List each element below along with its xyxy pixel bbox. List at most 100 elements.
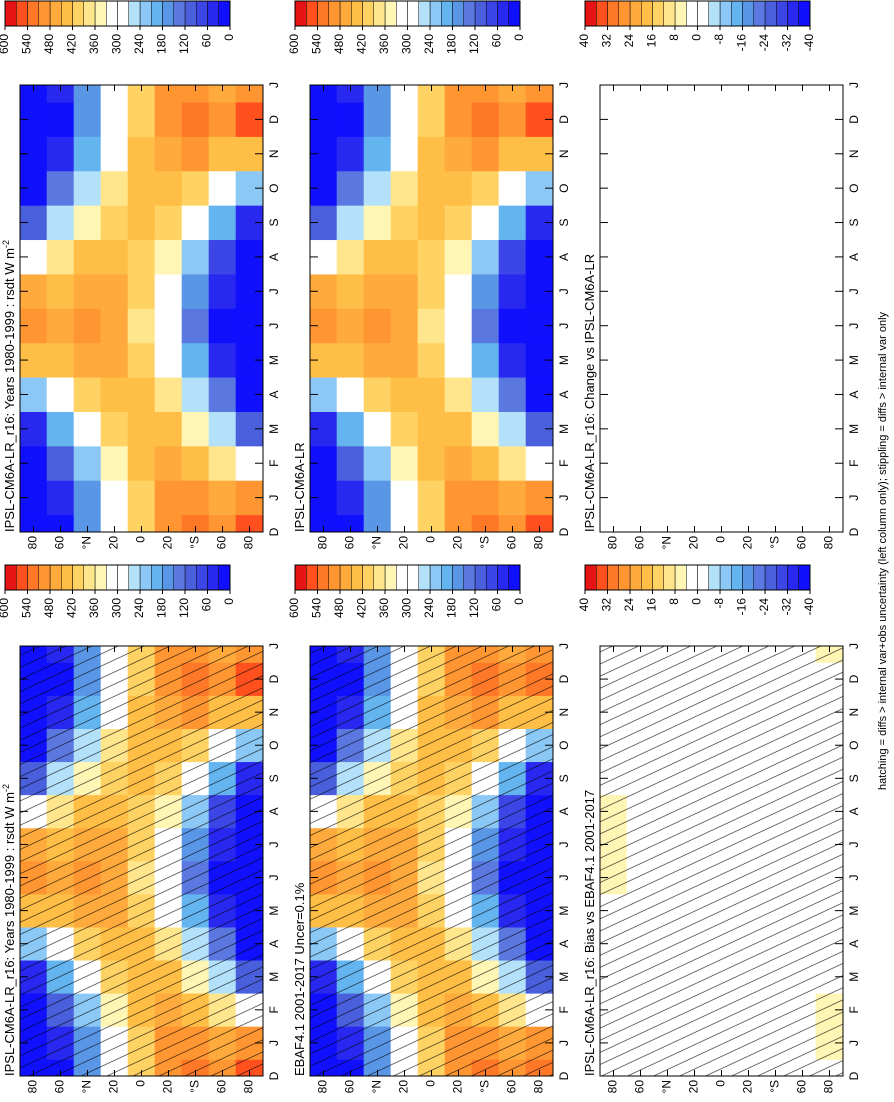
x-tick-label: J bbox=[557, 643, 571, 649]
field-cell bbox=[498, 136, 527, 172]
field-cell bbox=[127, 170, 156, 206]
x-tick-label: A bbox=[847, 253, 861, 261]
colorbar-box bbox=[742, 0, 754, 27]
colorbar-box bbox=[441, 0, 453, 27]
colorbar-box bbox=[607, 564, 619, 591]
colorbar-box bbox=[584, 564, 597, 591]
colorbar-box bbox=[38, 0, 51, 27]
field-cell bbox=[444, 411, 473, 447]
y-tick-label: 20 bbox=[161, 536, 175, 550]
y-tick-label: °S bbox=[768, 536, 782, 549]
colorbar-box bbox=[686, 564, 698, 591]
colorbar-box bbox=[117, 0, 129, 27]
x-tick-label: J bbox=[267, 288, 281, 294]
field-cell bbox=[390, 411, 419, 447]
field-cell bbox=[471, 136, 500, 172]
x-tick-label: S bbox=[557, 774, 571, 782]
field-cell bbox=[471, 170, 500, 206]
colorbar-box bbox=[429, 0, 442, 27]
x-tick-label: J bbox=[847, 288, 861, 294]
colorbar-box bbox=[139, 564, 152, 591]
x-tick-label: D bbox=[267, 674, 281, 683]
colorbar-box bbox=[207, 564, 219, 591]
y-tick-label: °S bbox=[768, 1080, 782, 1093]
field-cell bbox=[471, 411, 500, 447]
x-tick-label: J bbox=[847, 82, 861, 88]
field-cell bbox=[73, 136, 102, 172]
field-cell bbox=[417, 411, 446, 447]
x-tick-label: D bbox=[267, 527, 281, 536]
field-cell bbox=[363, 376, 392, 412]
x-tick-label: M bbox=[267, 906, 281, 916]
colorbar-box bbox=[474, 564, 487, 591]
y-tick-label: 80 bbox=[822, 1080, 836, 1094]
x-tick-label: F bbox=[557, 1006, 571, 1013]
y-tick-label: 60 bbox=[795, 1080, 809, 1094]
y-tick-label: °N bbox=[80, 536, 94, 549]
colorbar-box bbox=[306, 0, 318, 27]
x-tick-label: F bbox=[847, 460, 861, 467]
field-cell bbox=[336, 480, 365, 516]
field-cell bbox=[417, 136, 446, 172]
colorbar-box bbox=[49, 564, 62, 591]
y-tick-label: 80 bbox=[26, 1080, 40, 1094]
y-tick-label: 0 bbox=[424, 1080, 438, 1087]
colorbar-box bbox=[652, 0, 664, 27]
colorbar-box bbox=[339, 0, 352, 27]
field-cell bbox=[100, 342, 129, 378]
title-superscript: -2 bbox=[1, 784, 11, 792]
colorbar-box bbox=[697, 564, 709, 591]
x-tick-label: J bbox=[557, 1040, 571, 1046]
colorbar-box bbox=[584, 0, 597, 27]
colorbar-box bbox=[339, 564, 352, 591]
x-tick-label: D bbox=[557, 115, 571, 124]
field-cell bbox=[498, 273, 527, 309]
x-tick-label: J bbox=[267, 841, 281, 847]
x-tick-label: N bbox=[267, 149, 281, 158]
field-cell bbox=[73, 101, 102, 137]
colorbar-box bbox=[218, 0, 231, 27]
colorbar-box bbox=[16, 0, 28, 27]
field-cell bbox=[208, 480, 237, 516]
x-tick-label: D bbox=[847, 115, 861, 124]
field-cell bbox=[336, 239, 365, 275]
colorbar-label: 180 bbox=[155, 34, 169, 54]
colorbar-box bbox=[674, 0, 687, 27]
field-cell bbox=[390, 376, 419, 412]
y-tick-label: 60 bbox=[795, 536, 809, 550]
x-tick-label: M bbox=[847, 424, 861, 434]
field-cell bbox=[363, 136, 392, 172]
colorbar-box bbox=[652, 564, 664, 591]
field-cell bbox=[363, 445, 392, 481]
x-tick-label: M bbox=[267, 355, 281, 365]
title-text: IPSL-CM6A-LR_r16: Years 1980-1999 : rsdt… bbox=[2, 248, 17, 532]
x-tick-label: J bbox=[847, 643, 861, 649]
x-tick-label: M bbox=[557, 355, 571, 365]
colorbar-box bbox=[16, 564, 28, 591]
colorbar-label: 32 bbox=[600, 598, 614, 612]
colorbar-label: 60 bbox=[200, 34, 214, 48]
colorbar-box bbox=[184, 564, 197, 591]
x-tick-label: M bbox=[267, 972, 281, 982]
panel-title: EBAF4.1 2001-2017 Uncer=0.1% bbox=[292, 882, 307, 1076]
y-tick-label: 60 bbox=[215, 1080, 229, 1094]
field-cell bbox=[73, 342, 102, 378]
colorbar-box bbox=[27, 564, 39, 591]
x-tick-label: S bbox=[847, 219, 861, 227]
colorbar-box bbox=[607, 0, 619, 27]
x-tick-label: O bbox=[847, 741, 861, 750]
colorbar-label: 300 bbox=[400, 34, 414, 54]
colorbar-box bbox=[72, 0, 84, 27]
hatching bbox=[310, 646, 553, 1076]
colorbar-box bbox=[38, 564, 51, 591]
field-cell bbox=[336, 170, 365, 206]
field-cell bbox=[154, 445, 183, 481]
y-tick-label: 20 bbox=[451, 536, 465, 550]
field-cell bbox=[127, 308, 156, 344]
colorbar-box bbox=[731, 0, 743, 27]
colorbar-label: 600 bbox=[0, 34, 11, 54]
y-tick-label: 80 bbox=[242, 536, 256, 550]
colorbar-box bbox=[798, 0, 811, 27]
title-text: IPSL-CM6A-LR bbox=[292, 442, 307, 532]
field-cell bbox=[100, 445, 129, 481]
